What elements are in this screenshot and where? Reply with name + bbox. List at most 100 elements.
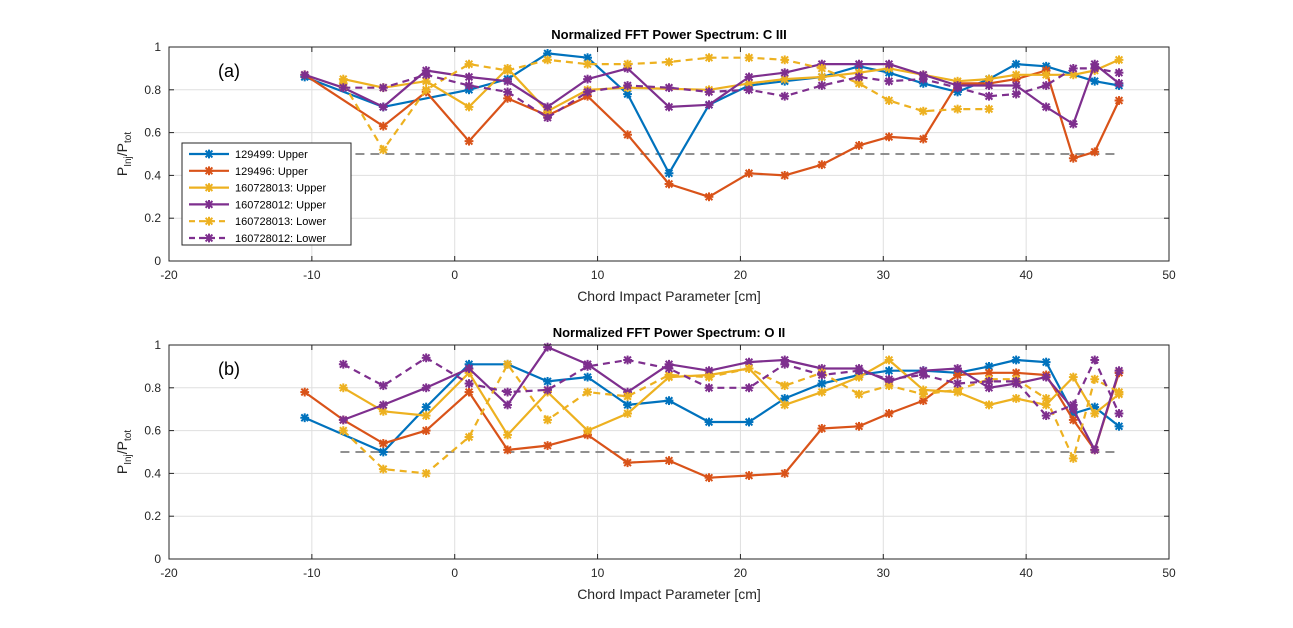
data-point	[583, 426, 592, 435]
data-point	[884, 96, 894, 105]
legend-item: 129496: Upper	[189, 166, 308, 178]
data-point	[421, 85, 431, 95]
data-point	[583, 87, 592, 97]
x-axis-label: Chord Impact Parameter [cm]	[577, 288, 761, 304]
data-point	[817, 379, 827, 388]
data-point	[984, 74, 994, 84]
data-point	[780, 381, 790, 391]
data-point	[378, 464, 388, 474]
data-point	[1090, 355, 1100, 365]
series-0	[300, 355, 1124, 457]
data-point	[543, 385, 552, 395]
data-point	[884, 59, 894, 69]
series-5	[338, 353, 1124, 421]
data-point	[421, 353, 431, 363]
data-point	[543, 376, 552, 386]
data-point	[623, 130, 632, 140]
y-axis-label-part: /P	[114, 441, 130, 454]
data-point	[1011, 59, 1021, 69]
data-point	[1041, 81, 1051, 90]
legend-label: 160728012: Upper	[235, 199, 326, 211]
data-point	[704, 100, 714, 110]
data-point	[854, 72, 864, 82]
data-point	[543, 113, 552, 123]
data-point	[854, 59, 864, 69]
legend-item: 160728013: Upper	[189, 183, 326, 195]
legend-label: 129496: Upper	[235, 166, 308, 178]
data-point	[817, 370, 827, 380]
data-point	[623, 409, 632, 418]
data-point	[300, 387, 310, 397]
data-point	[884, 366, 894, 376]
data-point	[664, 168, 674, 178]
data-point	[421, 383, 431, 393]
data-point	[817, 387, 827, 397]
chart-panel-1: -20 -10 0 10 20 30 40 50 0 0.2 0.4 0.6 0.8 1 Normalize…	[114, 325, 1176, 602]
panel-label: (b)	[218, 359, 240, 379]
data-point	[918, 389, 928, 399]
data-point	[1041, 394, 1051, 403]
legend-marker	[204, 149, 214, 159]
data-point	[1114, 55, 1124, 65]
axes-box	[168, 46, 1170, 262]
data-point	[1011, 376, 1021, 386]
y-axis-label: PInj/Ptot	[114, 132, 134, 176]
x-tick-label: 40	[1019, 566, 1033, 580]
x-tick-label: 30	[877, 566, 891, 580]
data-point	[464, 102, 474, 112]
x-tick-label: 30	[877, 268, 891, 282]
series-line	[304, 62, 1120, 126]
x-tick-label: -20	[160, 268, 178, 282]
data-point	[1011, 81, 1021, 90]
data-point	[464, 387, 474, 397]
data-point	[984, 376, 994, 386]
data-point	[704, 383, 714, 393]
data-point	[421, 402, 431, 412]
data-point	[664, 456, 674, 465]
data-point	[1068, 454, 1078, 463]
data-point	[378, 439, 388, 448]
data-point	[543, 415, 552, 425]
x-tick-label: 10	[591, 268, 605, 282]
y-axis-label: PInj/Ptot	[114, 430, 134, 474]
legend-marker	[204, 166, 214, 176]
x-tick-label: 50	[1162, 268, 1176, 282]
data-point	[744, 53, 754, 63]
data-point	[300, 413, 310, 423]
data-point	[1041, 357, 1051, 367]
data-point	[1011, 394, 1021, 403]
data-point	[543, 342, 552, 352]
data-point	[704, 87, 714, 97]
data-point	[623, 400, 632, 410]
axes-box	[168, 344, 1170, 560]
data-point	[464, 59, 474, 69]
data-point	[1114, 78, 1124, 88]
data-point	[780, 68, 790, 78]
data-point	[704, 53, 714, 63]
data-point	[953, 364, 962, 373]
data-point	[623, 59, 632, 69]
data-point	[984, 104, 994, 114]
data-point	[744, 383, 754, 393]
data-point	[953, 385, 962, 395]
data-point	[744, 168, 754, 178]
y-tick-label: 1	[154, 40, 161, 54]
y-tick-label: 0	[154, 254, 161, 268]
data-point	[664, 102, 674, 112]
data-point	[1068, 119, 1078, 129]
data-point	[664, 396, 674, 406]
y-tick-label: 0.2	[144, 509, 161, 523]
data-point	[378, 83, 388, 93]
data-point	[664, 370, 674, 380]
data-point	[623, 391, 632, 401]
data-point	[817, 72, 827, 82]
data-point	[1068, 400, 1078, 410]
data-point	[884, 132, 894, 142]
data-point	[1090, 147, 1100, 157]
data-point	[744, 85, 754, 95]
data-point	[503, 66, 512, 75]
data-point	[503, 430, 512, 440]
chart-title: Normalized FFT Power Spectrum: O II	[553, 325, 786, 340]
legend-label: 160728012: Lower	[235, 233, 326, 245]
data-point	[1114, 366, 1124, 376]
